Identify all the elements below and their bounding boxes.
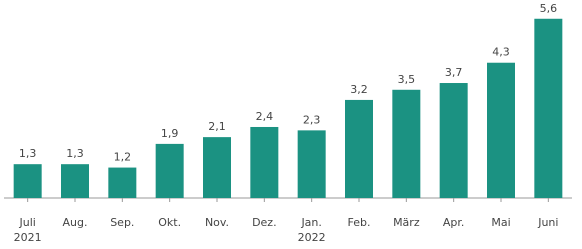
- bar: [250, 126, 279, 198]
- bar: [61, 164, 89, 198]
- bar: [13, 164, 42, 198]
- x-tick-label: März: [393, 216, 420, 229]
- value-label: 2,3: [303, 113, 321, 126]
- value-label: 5,6: [540, 2, 558, 15]
- x-tick-label: Juli: [19, 216, 36, 229]
- x-tick-label: Aug.: [63, 216, 88, 229]
- x-tick-label: Juni: [537, 216, 558, 229]
- x-tick-label: Jan.: [300, 216, 321, 229]
- x-tick-sublabel: 2022: [298, 231, 326, 244]
- x-tick-label: Mai: [491, 216, 510, 229]
- value-label: 3,5: [398, 73, 416, 86]
- bar: [297, 130, 326, 198]
- x-tick-label: Sep.: [110, 216, 134, 229]
- value-label: 3,7: [445, 66, 463, 79]
- x-tick-label: Okt.: [158, 216, 181, 229]
- bar: [345, 99, 373, 198]
- value-label: 2,1: [208, 120, 226, 133]
- value-label: 1,3: [66, 147, 84, 160]
- bar: [155, 143, 184, 198]
- bar: [203, 137, 231, 198]
- bar: [487, 62, 515, 199]
- value-label: 3,2: [350, 83, 368, 96]
- value-label: 1,3: [19, 147, 37, 160]
- x-tick-label: Dez.: [252, 216, 277, 229]
- bar: [392, 89, 421, 198]
- value-label: 2,4: [256, 110, 274, 123]
- bar: [439, 83, 468, 198]
- bar: [108, 167, 137, 198]
- value-label: 1,9: [161, 127, 179, 140]
- x-tick-sublabel: 2021: [14, 231, 42, 244]
- x-tick-label: Apr.: [443, 216, 465, 229]
- x-tick-label: Feb.: [348, 216, 371, 229]
- value-label: 4,3: [492, 46, 510, 59]
- x-tick-label: Nov.: [205, 216, 229, 229]
- value-label: 1,2: [114, 151, 132, 164]
- bar: [534, 18, 563, 198]
